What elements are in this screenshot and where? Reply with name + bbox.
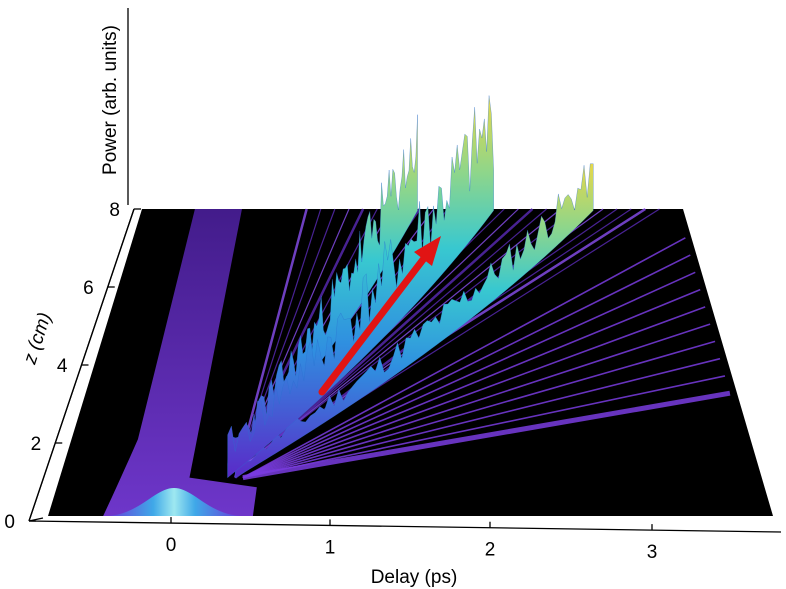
z-tick-label: 4 [57,356,68,377]
x-tick-label: 1 [325,537,336,558]
z-tick-label: 6 [83,278,94,299]
x-axis-title: Delay (ps) [371,567,458,588]
x-axis-ticks: 0 1 2 3 [166,517,658,563]
dispersive-streak [242,254,691,479]
x-tick-label: 3 [647,542,658,563]
dispersive-streak [242,390,731,481]
soliton-ridge [235,163,594,478]
z-axis-title: z (cm) [19,310,56,368]
ridge-layer [187,51,594,482]
dispersive-streak [242,340,716,479]
dispersive-streak [242,288,701,479]
z-axis-ticks: 0 2 4 6 8 [4,200,141,533]
power-axis-title: Power (arb. units) [100,25,121,175]
trajectory-arrow [318,236,441,396]
dispersive-streak [242,306,706,479]
x-tick-label: 2 [485,540,496,561]
dispersive-streak [242,237,686,479]
dispersive-streak [242,375,726,479]
dispersive-streak [242,323,711,479]
z-tick-label: 8 [109,200,120,221]
z-tick-label: 2 [31,434,42,455]
input-pulse-peak [104,488,245,516]
soliton-ridge [227,95,494,478]
z-tick-label: 0 [4,512,15,533]
x-tick-label: 0 [166,535,177,556]
dispersive-streak [242,357,721,479]
dispersive-streak [242,271,696,479]
